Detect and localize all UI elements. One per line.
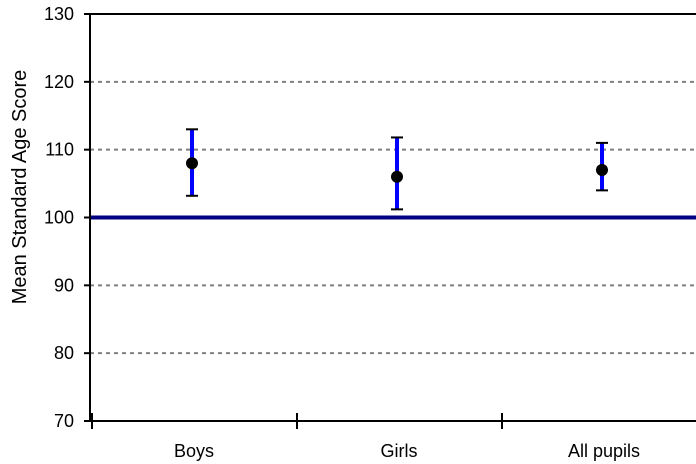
x-tick-label-all-pupils: All pupils bbox=[568, 441, 640, 461]
x-tick-label-boys: Boys bbox=[174, 441, 214, 461]
y-tick-label-130: 130 bbox=[44, 4, 74, 24]
axes-layer: 70 80 90 100 110 120 130 Boys Girls All pupils bbox=[44, 4, 696, 461]
y-tick-label-70: 70 bbox=[54, 411, 74, 431]
y-axis-title: Mean Standard Age Score bbox=[9, 70, 31, 305]
point-all-pupils bbox=[596, 164, 608, 177]
y-tick-label-100: 100 bbox=[44, 208, 74, 228]
grid-layer bbox=[90, 80, 696, 355]
y-tick-label-80: 80 bbox=[54, 343, 74, 363]
x-tick-label-girls: Girls bbox=[381, 441, 418, 461]
point-boys bbox=[186, 157, 198, 170]
marks-layer bbox=[186, 128, 608, 211]
y-tick-label-120: 120 bbox=[44, 72, 74, 92]
y-tick-label-90: 90 bbox=[54, 275, 74, 295]
point-girls bbox=[391, 170, 403, 183]
y-tick-label-110: 110 bbox=[45, 140, 74, 160]
